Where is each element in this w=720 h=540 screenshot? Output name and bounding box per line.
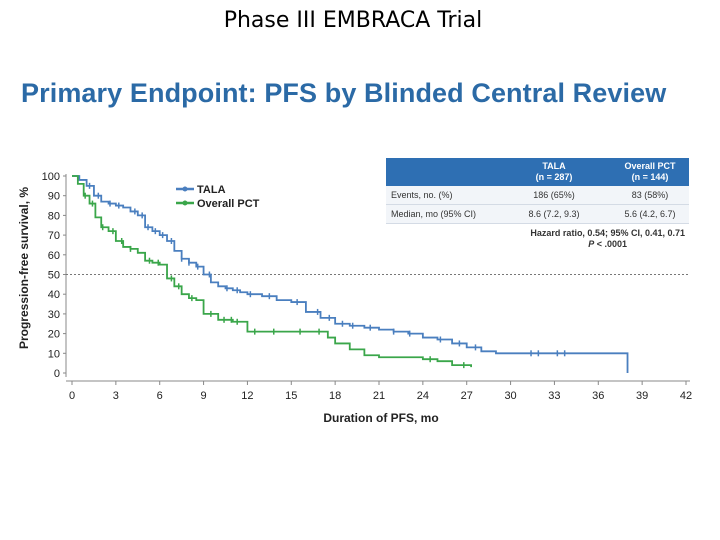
x-tick-label: 6 [157, 390, 163, 402]
legend-marker [182, 200, 188, 206]
x-tick-label: 9 [201, 390, 207, 402]
col-tala-name: TALA [542, 161, 566, 171]
col-tala-n: (n = 287) [535, 172, 573, 182]
x-tick-label: 39 [636, 390, 648, 402]
row-pct-value: 83 (58%) [631, 190, 669, 200]
y-tick-label: 40 [48, 289, 60, 301]
y-tick-label: 30 [48, 309, 60, 321]
y-tick-label: 10 [48, 348, 60, 360]
table-header: TALA (n = 287) Overall PCT (n = 144) [386, 158, 689, 186]
chart-headline: Primary Endpoint: PFS by Blinded Central… [21, 78, 667, 108]
legend-label: TALA [197, 184, 226, 196]
y-tick-label: 90 [48, 191, 60, 203]
y-tick-label: 80 [48, 210, 60, 222]
col-pct-header: Overall PCT (n = 144) [611, 161, 689, 183]
y-tick-label: 70 [48, 230, 60, 242]
row-label: Events, no. (%) [391, 190, 453, 200]
table-row: Median, mo (95% CI) 8.6 (7.2, 9.3) 5.6 (… [386, 205, 689, 224]
x-tick-label: 12 [241, 390, 253, 402]
y-tick-label: 60 [48, 250, 60, 262]
p-value: P < .0001 [588, 239, 627, 249]
row-label: Median, mo (95% CI) [391, 209, 477, 219]
x-tick-label: 15 [285, 390, 297, 402]
x-axis-label: Duration of PFS, mo [323, 411, 438, 425]
x-tick-label: 18 [329, 390, 341, 402]
km-curve-pct [72, 175, 472, 368]
table-footer: Hazard ratio, 0.54; 95% CI, 0.41, 0.71 P… [386, 224, 689, 250]
x-tick-label: 21 [373, 390, 385, 402]
col-pct-n: (n = 144) [631, 172, 669, 182]
legend-label: Overall PCT [197, 198, 260, 210]
x-tick-label: 30 [504, 390, 516, 402]
y-axis-label: Progression-free survival, % [17, 187, 31, 349]
y-tick-label: 0 [54, 368, 60, 380]
p-symbol: P [588, 239, 595, 249]
y-tick-label: 50 [48, 270, 60, 282]
x-tick-label: 36 [592, 390, 604, 402]
y-tick-label: 100 [42, 171, 60, 183]
x-tick-label: 0 [69, 390, 75, 402]
col-tala-header: TALA (n = 287) [511, 161, 597, 183]
results-table: TALA (n = 287) Overall PCT (n = 144) Eve… [386, 158, 689, 250]
x-tick-label: 27 [461, 390, 473, 402]
x-tick-label: 33 [548, 390, 560, 402]
row-tala-value: 8.6 (7.2, 9.3) [528, 209, 580, 219]
table-row: Events, no. (%) 186 (65%) 83 (58%) [386, 186, 689, 205]
km-curve-tala [72, 175, 629, 373]
x-tick-label: 3 [113, 390, 119, 402]
legend-marker [182, 186, 188, 192]
y-tick-label: 20 [48, 329, 60, 341]
hazard-ratio: Hazard ratio, 0.54; 95% CI, 0.41, 0.71 [530, 228, 685, 238]
col-pct-name: Overall PCT [624, 161, 676, 171]
p-number: < .0001 [594, 239, 627, 249]
slide-title: Phase III EMBRACA Trial [223, 8, 483, 33]
row-tala-value: 186 (65%) [533, 190, 575, 200]
x-tick-label: 24 [417, 390, 429, 402]
row-pct-value: 5.6 (4.2, 6.7) [624, 209, 676, 219]
x-tick-label: 42 [680, 390, 692, 402]
